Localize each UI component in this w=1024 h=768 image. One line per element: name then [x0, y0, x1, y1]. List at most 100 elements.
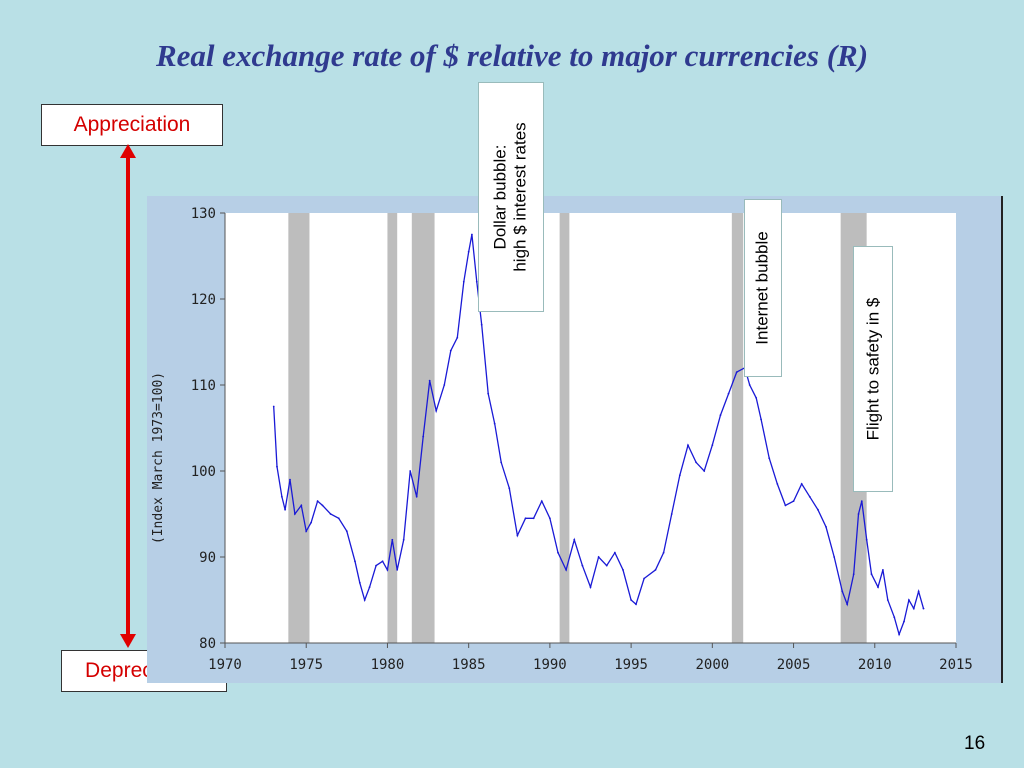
data-point	[456, 336, 459, 339]
flight-to-safety-annotation: Flight to safety in $	[853, 246, 893, 492]
arrow-head-up	[120, 144, 136, 158]
data-point	[903, 620, 905, 623]
data-point	[703, 470, 706, 472]
data-point	[493, 422, 496, 425]
data-point	[776, 483, 779, 485]
slide-title: Real exchange rate of $ relative to majo…	[155, 38, 869, 73]
data-point	[860, 500, 863, 502]
data-point	[276, 465, 278, 468]
data-point	[284, 508, 287, 511]
data-point	[321, 504, 324, 507]
data-point	[662, 551, 665, 554]
y-tick-label: 110	[191, 378, 216, 394]
data-point	[329, 513, 332, 515]
data-point	[833, 556, 836, 558]
data-point	[280, 495, 283, 498]
data-point	[402, 538, 405, 541]
data-point	[589, 586, 592, 588]
data-point	[613, 551, 616, 554]
data-point	[877, 586, 879, 588]
data-point	[893, 616, 896, 619]
double-arrow-icon	[120, 144, 136, 648]
data-point	[635, 603, 637, 606]
data-point	[687, 444, 689, 447]
data-point	[462, 280, 465, 283]
data-point	[345, 530, 348, 533]
y-tick-label: 80	[199, 636, 216, 652]
data-point	[381, 560, 384, 563]
x-tick-label: 2005	[777, 657, 811, 673]
y-tick-label: 100	[191, 464, 216, 480]
data-point	[857, 513, 860, 515]
data-point	[289, 478, 291, 481]
data-point	[363, 599, 366, 601]
data-point	[316, 500, 319, 502]
data-point	[487, 392, 490, 395]
data-point	[540, 500, 543, 502]
data-point	[428, 379, 431, 382]
data-point	[508, 487, 511, 490]
data-point	[870, 573, 873, 576]
data-point	[337, 517, 340, 520]
data-point	[557, 551, 559, 554]
x-tick-label: 1975	[289, 657, 323, 673]
data-point	[907, 599, 910, 601]
internet-bubble-text: Internet bubble	[753, 231, 773, 345]
data-point	[300, 504, 303, 507]
data-point	[435, 409, 438, 412]
data-point	[368, 586, 371, 588]
data-point	[800, 483, 803, 485]
data-point	[695, 461, 697, 464]
x-tick-label: 1980	[371, 657, 405, 673]
flight-to-safety-text: Flight to safety in $	[863, 297, 882, 441]
data-point	[443, 384, 446, 386]
exchange-rate-chart: 80 90 100 110 120 130 1970 1975 1980 1985 1990 1995…	[151, 206, 973, 673]
data-point	[375, 564, 377, 567]
data-point	[581, 564, 584, 567]
data-point	[573, 538, 576, 541]
x-tick-label: 2010	[858, 657, 892, 673]
dollar-bubble-line2: high $ interest rates	[511, 122, 530, 272]
data-point	[852, 573, 855, 576]
data-point	[467, 250, 470, 253]
data-point	[524, 517, 527, 520]
axes: 80 90 100 110 120 130 1970 1975 1980 1985 1990 1995…	[191, 206, 973, 673]
data-point	[898, 633, 901, 636]
data-point	[480, 323, 483, 326]
data-point	[354, 560, 356, 563]
data-point	[825, 526, 827, 528]
data-point	[841, 590, 844, 593]
data-point	[670, 513, 673, 515]
recession-band	[411, 213, 435, 643]
data-point	[711, 444, 714, 447]
arrow-head-down	[120, 634, 136, 648]
data-point	[654, 569, 657, 571]
data-point	[817, 508, 819, 511]
data-point	[422, 435, 425, 438]
data-point	[630, 599, 633, 601]
data-point	[305, 530, 308, 533]
dollar-bubble-annotation: Dollar bubble: high $ interest rates	[478, 82, 544, 312]
data-point	[475, 280, 478, 283]
data-point	[471, 233, 473, 236]
data-point	[310, 521, 312, 524]
data-point	[500, 461, 503, 464]
data-point	[391, 538, 394, 541]
data-point	[886, 599, 889, 601]
y-axis-label: (Index March 1973=100)	[151, 372, 166, 544]
x-tick-label: 1970	[208, 657, 242, 673]
recession-band	[387, 213, 398, 643]
x-tick-label: 1985	[452, 657, 486, 673]
appreciation-label: Appreciation	[41, 104, 223, 146]
recession-band	[559, 213, 570, 643]
data-point	[922, 607, 925, 610]
page-number: 16	[964, 733, 986, 754]
data-point	[565, 569, 568, 571]
data-points	[272, 233, 925, 636]
data-point	[532, 517, 535, 520]
data-point	[358, 581, 361, 584]
data-point	[272, 405, 275, 408]
y-tick-label: 120	[191, 292, 216, 308]
data-point	[917, 590, 920, 593]
data-point	[622, 569, 624, 571]
